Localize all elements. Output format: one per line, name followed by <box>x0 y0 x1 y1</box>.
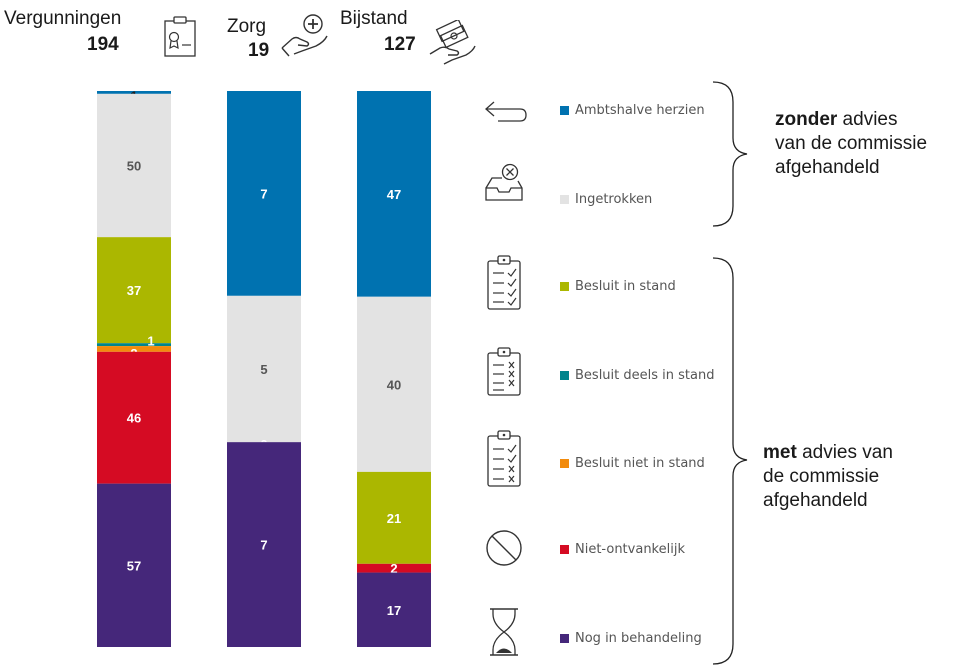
data-label-vergunningen-6: 57 <box>127 558 141 573</box>
data-label-bijstand-0: 47 <box>387 187 401 202</box>
bar-segment-vergunningen-1 <box>97 93 171 238</box>
legend-label: Ingetrokken <box>575 191 653 207</box>
group-with-line1: advies van <box>796 442 893 463</box>
clipboard-mixed-icon <box>487 430 521 487</box>
legend-swatch <box>560 544 569 554</box>
bar-segment-bijstand-1 <box>357 296 431 472</box>
group-with-line2: de commissie <box>763 466 880 487</box>
bar-segment-vergunningen-2 <box>97 237 171 344</box>
group-without-line2: van de commissie <box>775 133 928 154</box>
bar-segment-zorg-0 <box>227 91 301 296</box>
legend-besluit-in-stand: Besluit in stand <box>560 278 676 294</box>
group-with-line3: afgehandeld <box>763 490 868 511</box>
group-with-bold: met <box>763 442 797 463</box>
legend-label: Besluit deels in stand <box>575 367 715 383</box>
legend-swatch <box>560 281 569 291</box>
group-without-advice: zonder advies van de commissie afgehande… <box>775 108 927 180</box>
data-label-bijstand-6: 17 <box>387 603 401 618</box>
brace-without-advice <box>712 81 748 227</box>
group-without-line1: advies <box>837 109 898 130</box>
brace-with-advice <box>712 257 748 665</box>
legend-besluit-niet-in-stand: Besluit niet in stand <box>560 455 705 471</box>
bar-segment-bijstand-6 <box>357 572 431 647</box>
bar-segment-vergunningen-4 <box>97 346 171 352</box>
data-label-bijstand-1: 40 <box>387 377 401 392</box>
header-zorg-name: Zorg <box>227 16 267 37</box>
legend-swatch <box>560 105 569 115</box>
data-label-bijstand-5: 2 <box>390 561 397 576</box>
bar-segment-zorg-6 <box>227 442 301 647</box>
legend-swatch <box>560 370 569 380</box>
hourglass-icon <box>490 608 518 656</box>
legend-label: Besluit niet in stand <box>575 455 705 471</box>
certificate-icon <box>164 16 196 57</box>
data-label-vergunningen-1: 50 <box>127 159 141 174</box>
header-zorg-total: 19 <box>248 40 270 61</box>
header-vergunningen-name: Vergunningen <box>4 8 122 29</box>
return-arrow-icon <box>485 101 527 122</box>
legend-swatch <box>560 194 569 204</box>
data-label-vergunningen-5: 46 <box>127 411 141 426</box>
header-bijstand-total: 127 <box>384 34 416 55</box>
bar-segment-vergunningen-6 <box>97 483 171 647</box>
legend-label: Besluit in stand <box>575 278 676 294</box>
data-label-zorg-6: 7 <box>260 538 267 553</box>
legend-besluit-deels-in-stand: Besluit deels in stand <box>560 367 714 383</box>
legend-ambtshalve-herzien: Ambtshalve herzien <box>560 102 705 118</box>
legend-label: Niet-ontvankelijk <box>575 541 685 557</box>
legend-nog-in-behandeling: Nog in behandeling <box>560 630 702 646</box>
group-without-bold: zonder <box>775 109 838 130</box>
data-label-zorg-0: 7 <box>260 186 267 201</box>
group-without-line3: afgehandeld <box>775 157 880 178</box>
clipboard-crosses-icon <box>487 347 521 396</box>
legend-swatch <box>560 633 569 643</box>
legend-niet-ontvankelijk: Niet-ontvankelijk <box>560 541 685 557</box>
bar-segment-bijstand-0 <box>357 91 431 297</box>
data-label-bijstand-2: 21 <box>387 511 401 526</box>
legend-swatch <box>560 458 569 468</box>
legend-label: Ambtshalve herzien <box>575 102 705 118</box>
bar-segment-vergunningen-0 <box>97 91 171 94</box>
inbox-cancel-icon <box>485 163 523 201</box>
group-with-advice: met advies van de commissie afgehandeld <box>763 441 893 513</box>
clipboard-checks-icon <box>487 255 521 310</box>
money-hand-icon <box>429 20 476 65</box>
care-hand-icon <box>281 14 328 57</box>
prohibited-icon <box>486 530 522 566</box>
data-label-vergunningen-3: 1 <box>147 334 154 349</box>
header-bijstand-name: Bijstand <box>340 8 408 29</box>
legend-label: Nog in behandeling <box>575 630 702 646</box>
bar-segment-vergunningen-3 <box>97 343 171 347</box>
data-label-zorg-1: 5 <box>260 362 267 377</box>
bar-segment-zorg-1 <box>227 295 301 443</box>
legend-ingetrokken: Ingetrokken <box>560 191 652 207</box>
bar-segment-bijstand-5 <box>357 563 431 573</box>
bar-segment-vergunningen-5 <box>97 351 171 484</box>
bar-segment-bijstand-2 <box>357 471 431 564</box>
header-vergunningen-total: 194 <box>87 34 119 55</box>
data-label-vergunningen-2: 37 <box>127 283 141 298</box>
